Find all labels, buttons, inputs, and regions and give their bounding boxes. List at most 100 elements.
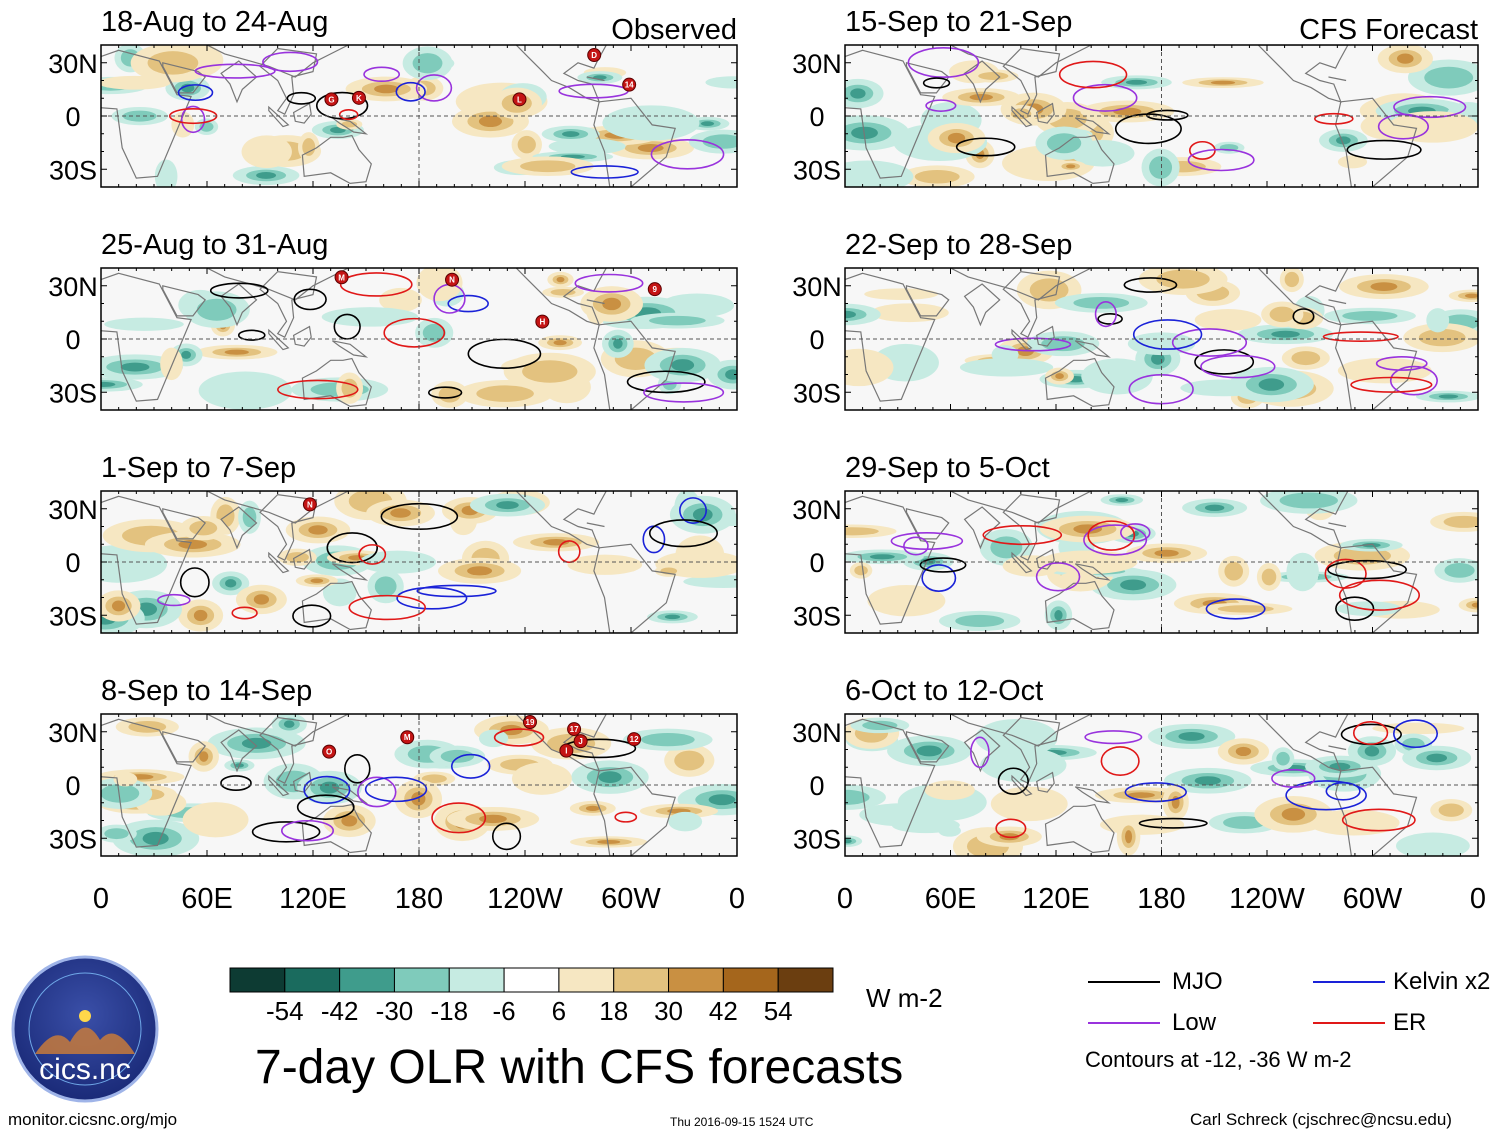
olr-anomaly — [1387, 111, 1478, 143]
olr-anomaly-peak — [283, 720, 295, 728]
footer-author: Carl Schreck (cjschrec@ncsu.edu) — [1190, 1110, 1452, 1129]
coastline — [905, 285, 950, 317]
contour-note: Contours at -12, -36 W m-2 — [1085, 1047, 1352, 1072]
olr-anomaly — [113, 772, 138, 787]
y-tick-label: 30N — [792, 495, 842, 525]
olr-anomaly-peak — [496, 501, 519, 510]
olr-anomaly-peak — [120, 362, 150, 372]
colorbar-label: -6 — [493, 996, 516, 1026]
olr-anomaly-peak — [111, 600, 126, 612]
filtered-olr-contour — [994, 337, 1072, 352]
filtered-olr-contour — [1058, 60, 1128, 89]
olr-anomaly-core — [422, 323, 446, 342]
coastline — [950, 714, 1092, 747]
olr-anomaly-peak — [1370, 282, 1398, 291]
x-tick-label: 120E — [1022, 883, 1090, 915]
storm-label: D — [591, 51, 597, 60]
olr-anomaly — [154, 159, 178, 187]
filtered-olr-contour — [303, 775, 351, 804]
coastline — [332, 117, 369, 135]
filtered-olr-contour — [1341, 808, 1416, 832]
olr-anomaly — [683, 575, 737, 589]
olr-anomaly-core — [550, 288, 576, 296]
filtered-olr-contour — [1035, 562, 1081, 592]
colorbar-swatch — [229, 967, 286, 993]
coastline — [301, 803, 372, 854]
coastline — [515, 491, 607, 549]
olr-anomaly-peak — [1115, 498, 1129, 503]
coastline — [220, 506, 258, 550]
filtered-olr-contour — [1327, 559, 1407, 580]
filtered-olr-contour — [1200, 354, 1276, 379]
olr-anomaly-peak — [193, 609, 208, 622]
olr-anomaly-peak — [916, 745, 942, 757]
olr-anomaly-core — [1444, 563, 1475, 578]
olr-anomaly — [160, 347, 183, 381]
coastline — [845, 272, 936, 402]
olr-anomaly-peak — [224, 349, 249, 355]
filtered-olr-contour — [925, 99, 957, 112]
figure-title: 7-day OLR with CFS forecasts — [255, 1041, 904, 1094]
footer-timestamp: Thu 2016-09-15 1524 UTC — [670, 1115, 814, 1129]
olr-anomaly-peak — [1281, 807, 1306, 821]
x-tick-label: 120W — [487, 883, 563, 915]
coastline — [206, 268, 349, 301]
coastline — [1328, 745, 1347, 751]
coastline — [905, 731, 950, 763]
filtered-olr-contour — [1072, 83, 1138, 112]
filtered-olr-contour — [286, 91, 317, 105]
coastline — [586, 522, 605, 528]
olr-anomaly-peak — [920, 558, 936, 565]
colorbar-units: W m-2 — [866, 983, 943, 1013]
coastline — [1257, 45, 1349, 103]
olr-anomaly-core — [1149, 156, 1173, 179]
storm-marker: D — [587, 48, 602, 63]
panel-6: 30N 0 30S 22-Sep to 28-Sep — [792, 229, 1479, 411]
olr-anomaly — [322, 578, 357, 607]
olr-anomaly-peak — [869, 554, 895, 560]
storm-marker: L — [512, 92, 527, 107]
panel-period-title: 1-Sep to 7-Sep — [101, 452, 296, 484]
column-header: CFS Forecast — [1299, 14, 1478, 46]
colorbar-swatch — [284, 967, 341, 993]
filtered-olr-contour — [1094, 300, 1117, 328]
olr-anomaly — [379, 287, 422, 313]
filtered-olr-contour — [231, 606, 258, 620]
olr-anomaly-peak — [181, 350, 192, 359]
filtered-olr-contour — [557, 540, 581, 564]
filtered-olr-contour — [339, 272, 413, 297]
filtered-olr-contour — [1187, 148, 1255, 172]
olr-anomaly — [675, 535, 725, 574]
filtered-olr-contour — [1350, 376, 1433, 393]
colorbar-swatch — [722, 967, 779, 993]
y-tick-label: 30S — [49, 601, 97, 631]
coastline — [206, 714, 349, 747]
x-tick-label: 60W — [601, 883, 661, 915]
filtered-olr-contour — [1389, 365, 1438, 396]
filtered-olr-contour — [1100, 746, 1140, 776]
olr-anomaly-peak — [664, 614, 681, 620]
colorbar-swatch — [558, 967, 615, 993]
panel-period-title: 8-Sep to 14-Sep — [101, 675, 312, 707]
filtered-olr-contour — [1271, 768, 1316, 788]
olr-anomaly-peak — [1361, 542, 1381, 548]
filtered-olr-contour — [1393, 95, 1467, 119]
filtered-olr-contour — [326, 532, 379, 564]
olr-anomaly-core — [476, 385, 534, 402]
coastline — [586, 76, 605, 82]
legend-label-kelvin: Kelvin x2 — [1393, 968, 1491, 995]
olr-anomaly-peak — [692, 508, 713, 522]
coastline — [1074, 786, 1111, 804]
olr-anomaly-core — [978, 72, 1009, 80]
y-tick-label: 30S — [793, 378, 841, 408]
filtered-olr-contour — [493, 728, 545, 747]
y-tick-label: 0 — [809, 102, 824, 132]
olr-anomaly-core — [854, 565, 868, 576]
coastline — [1334, 543, 1418, 633]
colorbar-swatch — [777, 967, 834, 993]
olr-anomaly — [1127, 332, 1196, 356]
storm-marker: 9 — [647, 282, 662, 297]
storm-marker: O — [322, 744, 337, 759]
olr-anomaly — [705, 76, 737, 89]
olr-anomaly — [104, 317, 184, 331]
